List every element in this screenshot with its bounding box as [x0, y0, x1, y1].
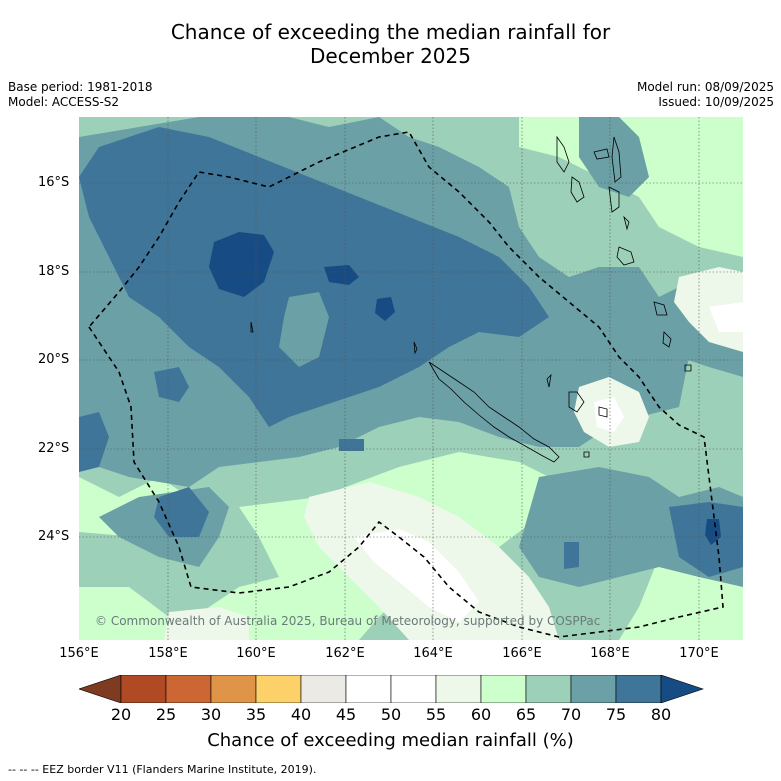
colorbar-cell [480, 675, 527, 703]
model-name: Model: ACCESS-S2 [8, 95, 120, 109]
lon-label-166e: 166°E [502, 646, 542, 661]
cbar-tick: 80 [650, 705, 672, 724]
cbar-tick: 20 [110, 705, 132, 724]
lat-label-16s: 16°S [38, 175, 70, 190]
colorbar-cell [345, 675, 392, 703]
contour-below-60 [164, 267, 743, 640]
cbar-tick: 55 [425, 705, 447, 724]
contour-above-80 [209, 232, 721, 545]
title-line-2: December 2025 [310, 44, 471, 68]
lon-label-156e: 156°E [59, 646, 99, 661]
lon-label-164e: 164°E [413, 646, 453, 661]
colorbar-title: Chance of exceeding median rainfall (%) [207, 730, 574, 751]
colorbar-cell [210, 675, 257, 703]
cbar-tick: 40 [290, 705, 312, 724]
colorbar-cell [255, 675, 302, 703]
colorbar-cell [660, 675, 704, 703]
cbar-tick: 60 [470, 705, 492, 724]
cbar-tick: 70 [560, 705, 582, 724]
colorbar-cells [79, 675, 704, 703]
lon-label-158e: 158°E [148, 646, 188, 661]
colorbar-cell [570, 675, 617, 703]
cbar-tick: 30 [200, 705, 222, 724]
eez-legend: -- -- -- EEZ border V11 (Flanders Marine… [8, 763, 317, 776]
lat-label-20s: 20°S [38, 352, 70, 367]
rainfall-map: © Commonwealth of Australia 2025, Bureau… [79, 117, 743, 640]
lat-label-24s: 24°S [38, 529, 70, 544]
meta-right: Model run: 08/09/2025 Issued: 10/09/2025 [637, 80, 774, 110]
copyright-notice: © Commonwealth of Australia 2025, Bureau… [95, 614, 600, 628]
coastlines [250, 135, 692, 463]
title-line-1: Chance of exceeding the median rainfall … [170, 20, 611, 44]
colorbar-cell [615, 675, 662, 703]
eez-border [87, 131, 724, 638]
colorbar-cell [435, 675, 482, 703]
colorbar-cell [300, 675, 347, 703]
colorbar [79, 675, 704, 703]
contour-75-80 [79, 127, 743, 577]
lat-label-18s: 18°S [38, 264, 70, 279]
cbar-tick: 45 [335, 705, 357, 724]
colorbar-cell [79, 675, 122, 703]
cbar-tick: 35 [245, 705, 267, 724]
colorbar-cell [390, 675, 437, 703]
lon-label-168e: 168°E [590, 646, 630, 661]
lon-label-162e: 162°E [325, 646, 365, 661]
lon-label-160e: 160°E [236, 646, 276, 661]
base-period: Base period: 1981-2018 [8, 80, 153, 94]
issued-date: Issued: 10/09/2025 [658, 95, 774, 109]
cbar-tick: 50 [380, 705, 402, 724]
colorbar-cell [120, 675, 167, 703]
lat-label-22s: 22°S [38, 441, 70, 456]
meta-left: Base period: 1981-2018 Model: ACCESS-S2 [8, 80, 153, 110]
model-run: Model run: 08/09/2025 [636, 80, 774, 94]
cbar-tick: 25 [155, 705, 177, 724]
graticule [79, 117, 743, 640]
lon-label-170e: 170°E [679, 646, 719, 661]
colorbar-cell [525, 675, 572, 703]
cbar-tick: 75 [605, 705, 627, 724]
colorbar-cell [165, 675, 212, 703]
cbar-tick: 65 [515, 705, 537, 724]
